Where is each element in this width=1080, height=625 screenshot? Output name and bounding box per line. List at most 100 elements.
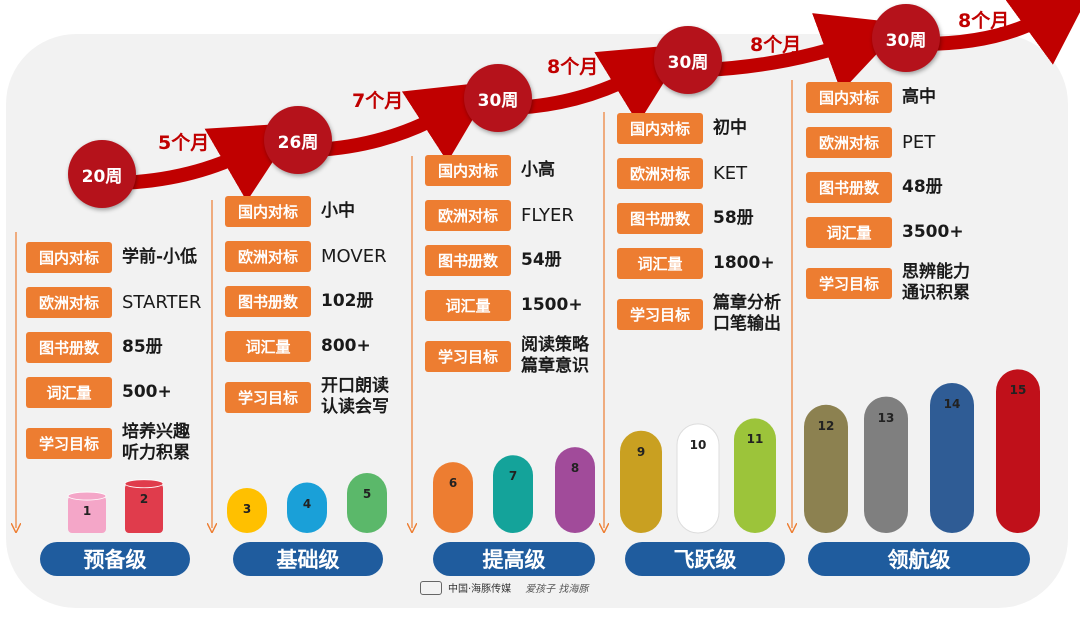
attr-value-books: 48册 — [902, 177, 943, 197]
goal-line: 开口朗读 — [321, 376, 389, 396]
attr-value-vocab: 3500+ — [902, 222, 964, 242]
growth-arrow — [697, 13, 906, 92]
attr-value-vocab: 500+ — [122, 382, 172, 402]
attr-value-goal: 开口朗读 认读会写 — [321, 376, 389, 418]
attr-value-europe: MOVER — [321, 246, 387, 267]
level-name: 飞跃级 — [625, 542, 785, 576]
level-cylinder — [493, 455, 533, 533]
level-name: 领航级 — [808, 542, 1030, 576]
attr-value-domestic: 小中 — [321, 201, 355, 221]
attr-label-goal: 学习目标 — [806, 267, 892, 299]
level-name: 预备级 — [40, 542, 190, 576]
goal-line: 口笔输出 — [713, 314, 781, 334]
attr-row-domestic: 国内对标 小中 — [225, 196, 355, 227]
cylinder-number: 3 — [242, 501, 252, 516]
attr-row-vocab: 词汇量 1800+ — [617, 248, 775, 279]
goal-line: 篇章分析 — [713, 293, 781, 313]
attr-row-books: 图书册数 54册 — [425, 245, 562, 276]
cylinder-top — [124, 479, 164, 489]
cylinder-number: 5 — [362, 486, 372, 501]
attr-value-domestic: 学前-小低 — [122, 247, 198, 267]
attr-value-books: 54册 — [521, 250, 562, 270]
attr-row-goal: 学习目标 篇章分析 口笔输出 — [617, 293, 781, 335]
goal-line: 听力积累 — [122, 443, 190, 463]
cylinder-number: 9 — [636, 444, 646, 459]
duration-label: 8个月 — [547, 56, 599, 78]
attr-row-goal: 学习目标 开口朗读 认读会写 — [225, 376, 389, 418]
week-circle: 30周 — [654, 26, 722, 94]
goal-line: 通识积累 — [902, 283, 970, 303]
attr-label-vocab: 词汇量 — [225, 331, 311, 362]
cylinder-number: 7 — [508, 469, 518, 484]
attr-row-vocab: 词汇量 1500+ — [425, 290, 583, 321]
attr-row-books: 图书册数 85册 — [26, 332, 163, 363]
attr-row-goal: 学习目标 培养兴趣 听力积累 — [26, 422, 190, 464]
attr-row-vocab: 词汇量 500+ — [26, 377, 172, 408]
attr-label-goal: 学习目标 — [425, 340, 511, 372]
attr-label-domestic: 国内对标 — [425, 155, 511, 186]
cylinder-number: 11 — [746, 432, 764, 447]
attr-value-europe: FLYER — [521, 205, 574, 226]
level-cylinder — [620, 430, 662, 533]
goal-line: 认读会写 — [321, 397, 389, 417]
cylinder-number: 10 — [689, 437, 707, 452]
cylinder-top — [67, 491, 107, 501]
growth-arrow — [307, 81, 496, 163]
attr-row-books: 图书册数 58册 — [617, 203, 754, 234]
attr-row-goal: 学习目标 思辨能力 通识积累 — [806, 262, 970, 304]
attr-row-domestic: 国内对标 学前-小低 — [26, 242, 197, 273]
goal-line: 思辨能力 — [902, 262, 970, 282]
attr-label-domestic: 国内对标 — [806, 82, 892, 113]
level-cylinder — [804, 404, 848, 533]
attr-label-vocab: 词汇量 — [617, 248, 703, 279]
attr-value-domestic: 初中 — [713, 118, 747, 138]
duration-label: 5个月 — [158, 132, 210, 154]
attr-value-books: 85册 — [122, 337, 163, 357]
attr-value-europe: PET — [902, 132, 936, 153]
attr-value-goal: 培养兴趣 听力积累 — [122, 422, 190, 464]
attr-row-europe: 欧洲对标 KET — [617, 158, 747, 189]
attr-row-vocab: 词汇量 800+ — [225, 331, 371, 362]
week-circle: 26周 — [264, 106, 332, 174]
level-cylinder — [930, 382, 974, 533]
week-circle: 20周 — [68, 140, 136, 208]
level-cylinder — [227, 487, 267, 533]
goal-line: 阅读策略 — [521, 335, 589, 355]
level-cylinder — [68, 496, 106, 533]
attr-label-goal: 学习目标 — [617, 298, 703, 330]
cylinder-number: 4 — [302, 496, 312, 511]
level-cylinder — [996, 369, 1040, 533]
attr-label-vocab: 词汇量 — [26, 377, 112, 408]
attr-row-domestic: 国内对标 初中 — [617, 113, 747, 144]
level-cylinder — [125, 483, 163, 533]
attr-label-vocab: 词汇量 — [425, 290, 511, 321]
growth-arrow — [915, 0, 1080, 65]
attr-row-vocab: 词汇量 3500+ — [806, 217, 964, 248]
attr-label-domestic: 国内对标 — [26, 242, 112, 273]
duration-label: 8个月 — [750, 34, 802, 56]
level-name: 提高级 — [433, 542, 595, 576]
attr-value-europe: KET — [713, 163, 748, 184]
attr-label-books: 图书册数 — [806, 172, 892, 203]
attr-row-europe: 欧洲对标 PET — [806, 127, 935, 158]
attr-value-vocab: 1500+ — [521, 295, 583, 315]
attr-value-domestic: 小高 — [521, 160, 555, 180]
footer-brand: 中国·海豚传媒 — [448, 584, 512, 595]
attr-label-goal: 学习目标 — [225, 381, 311, 413]
attr-value-books: 58册 — [713, 208, 754, 228]
duration-label: 8个月 — [958, 10, 1010, 32]
growth-arrow — [507, 44, 688, 124]
cylinder-number: 13 — [877, 410, 895, 425]
level-cylinder — [734, 418, 776, 533]
level-cylinder — [347, 472, 387, 533]
growth-arrow — [113, 122, 299, 202]
attr-value-goal: 思辨能力 通识积累 — [902, 262, 970, 304]
attr-row-goal: 学习目标 阅读策略 篇章意识 — [425, 335, 589, 377]
cylinder-number: 2 — [139, 491, 149, 506]
cylinder-number: 1 — [82, 504, 92, 519]
attr-row-domestic: 国内对标 小高 — [425, 155, 555, 186]
cylinder-number: 15 — [1009, 383, 1027, 398]
attr-row-europe: 欧洲对标 MOVER — [225, 241, 387, 272]
